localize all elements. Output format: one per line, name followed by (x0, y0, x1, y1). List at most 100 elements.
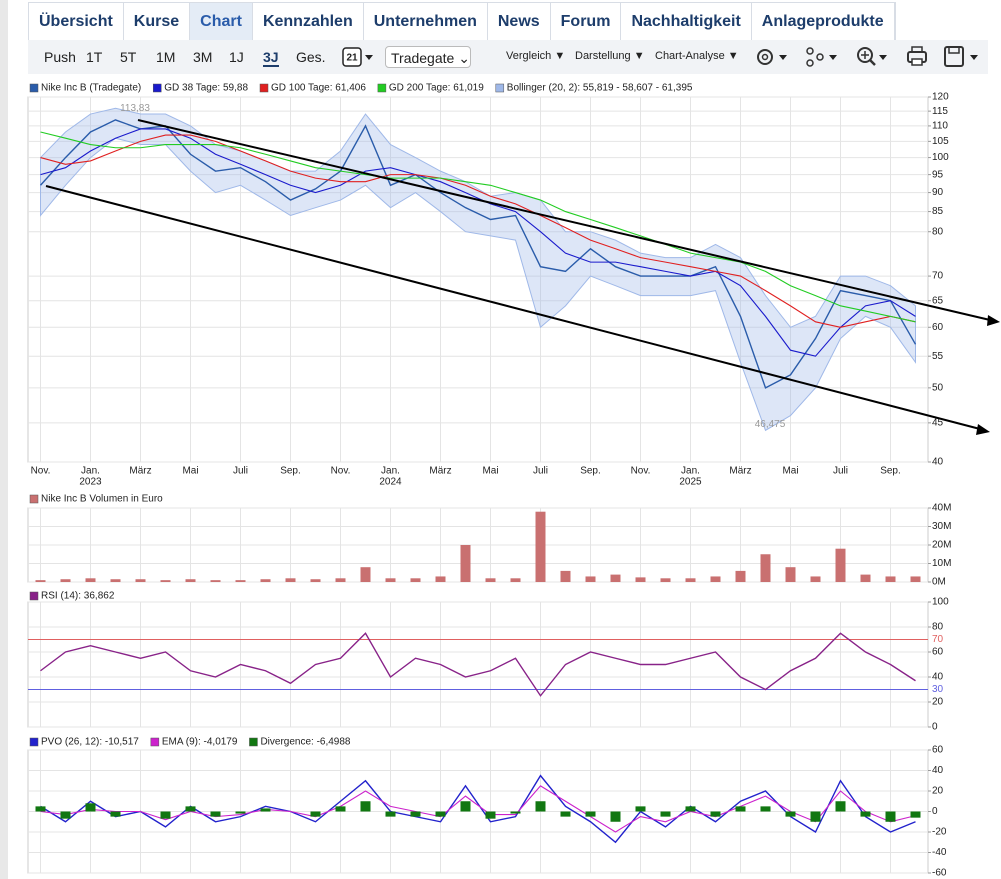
x-tick-label: Mai (782, 466, 798, 477)
bar (810, 811, 821, 822)
x-tick-label: Jan. (381, 466, 400, 477)
y-tick-label: 40M (932, 503, 951, 514)
period-button[interactable]: 3M (193, 49, 213, 65)
save-button[interactable] (944, 46, 978, 67)
bar (310, 811, 321, 817)
bar (435, 811, 446, 817)
tab[interactable]: Unternehmen (364, 3, 488, 41)
reference-label: 30 (932, 684, 944, 695)
bar (510, 811, 521, 814)
bar (860, 811, 871, 817)
legend-swatch (377, 83, 387, 93)
y-tick-label: 100 (932, 597, 949, 608)
bar (160, 811, 171, 819)
menu-button[interactable]: Chart-Analyse ▼ (655, 50, 739, 62)
bar (660, 811, 671, 817)
bar (60, 811, 71, 819)
y-tick-label: 100 (932, 152, 949, 163)
bar (535, 511, 546, 582)
bar (685, 578, 696, 582)
y-tick-label: 45 (932, 418, 944, 429)
bar (610, 574, 621, 582)
bar (835, 801, 846, 812)
x-tick-label: März (129, 466, 151, 477)
bar (635, 577, 646, 582)
tab[interactable]: Übersicht (29, 3, 124, 41)
period-button[interactable]: Ges. (296, 49, 326, 65)
menu-label: Darstellung (575, 50, 631, 62)
bar (885, 576, 896, 582)
bar (760, 806, 771, 812)
tab[interactable]: Anlageprodukte (752, 3, 895, 41)
bar (885, 811, 896, 822)
exchange-select[interactable]: Tradegate ⌄ (385, 46, 471, 68)
reference-label: 70 (932, 634, 944, 645)
tab[interactable]: Kurse (124, 3, 191, 41)
y-tick-label: -60 (932, 868, 947, 879)
period-button[interactable]: 1M (156, 49, 176, 65)
zoom-button[interactable] (857, 47, 887, 66)
menu-button[interactable]: Darstellung ▼ (575, 50, 645, 62)
y-tick-label: 30M (932, 521, 951, 532)
toolbar: Push 1T 5T 1M 3M 1J 3J Ges. 21 Tradegate ⌄ Verg… (28, 40, 988, 74)
bar (460, 801, 471, 812)
bar (860, 574, 871, 582)
y-tick-label: 110 (932, 121, 948, 132)
line-series (40, 128, 916, 357)
y-tick-label: 0 (932, 722, 938, 733)
line-series (40, 632, 916, 697)
y-tick-label: 40 (932, 765, 944, 776)
calendar-button[interactable]: 21 (342, 46, 376, 68)
y-tick-label: 10M (932, 558, 951, 569)
x-tick-label: Sep. (280, 466, 301, 477)
y-tick-label: 0 (932, 806, 938, 817)
y-tick-label: 20 (932, 697, 944, 708)
line-series (40, 131, 916, 323)
x-tick-label: Juli (833, 466, 848, 477)
bar (335, 578, 346, 582)
bar (360, 801, 371, 812)
y-tick-label: 85 (932, 206, 944, 217)
caret (365, 55, 373, 60)
y-tick-label: 80 (932, 622, 944, 633)
y-tick-label: 40 (932, 672, 944, 683)
bar (685, 806, 696, 812)
legend-swatch (29, 591, 39, 601)
period-button[interactable]: Push (44, 49, 76, 65)
legend-label: GD 100 Tage: 61,406 (271, 83, 366, 94)
period-button[interactable]: 1J (229, 49, 244, 65)
tab[interactable]: Kennzahlen (253, 3, 364, 41)
bar (160, 580, 171, 582)
period-button[interactable]: 3J (263, 49, 279, 67)
legend-label: Nike Inc B Volumen in Euro (41, 494, 163, 505)
period-button[interactable]: 1T (86, 49, 103, 65)
x-tick-label: Nov. (31, 466, 51, 477)
period-button[interactable]: 5T (120, 49, 137, 65)
x-tick-label: Nov. (631, 466, 651, 477)
y-tick-label: 20M (932, 540, 951, 551)
bollinger-band (40, 107, 916, 432)
print-button[interactable] (907, 46, 927, 66)
x-year-label: 2024 (379, 477, 402, 488)
indicator-button[interactable] (806, 47, 837, 67)
tab[interactable]: Forum (551, 3, 622, 41)
tab[interactable]: Chart (190, 3, 253, 41)
menu-button[interactable]: Vergleich ▼ (506, 50, 565, 62)
x-year-label: 2023 (79, 477, 102, 488)
bar (660, 578, 671, 582)
annotation: 46,475 (755, 419, 786, 430)
bar (60, 579, 71, 582)
tab[interactable]: Nachhaltigkeit (621, 3, 752, 41)
legend-label: Nike Inc B (Tradegate) (41, 83, 141, 94)
legend-label: Bollinger (20, 2): 55,819 - 58,607 - 61,… (507, 83, 693, 94)
tab[interactable]: News (488, 3, 551, 41)
settings-button[interactable] (757, 49, 787, 65)
icon-group (757, 46, 978, 67)
y-tick-label: 40 (932, 457, 944, 468)
x-tick-label: Juli (233, 466, 248, 477)
x-tick-label: Sep. (580, 466, 601, 477)
x-tick-label: Mai (482, 466, 498, 477)
y-tick-label: 60 (932, 322, 944, 333)
bar (610, 811, 621, 822)
